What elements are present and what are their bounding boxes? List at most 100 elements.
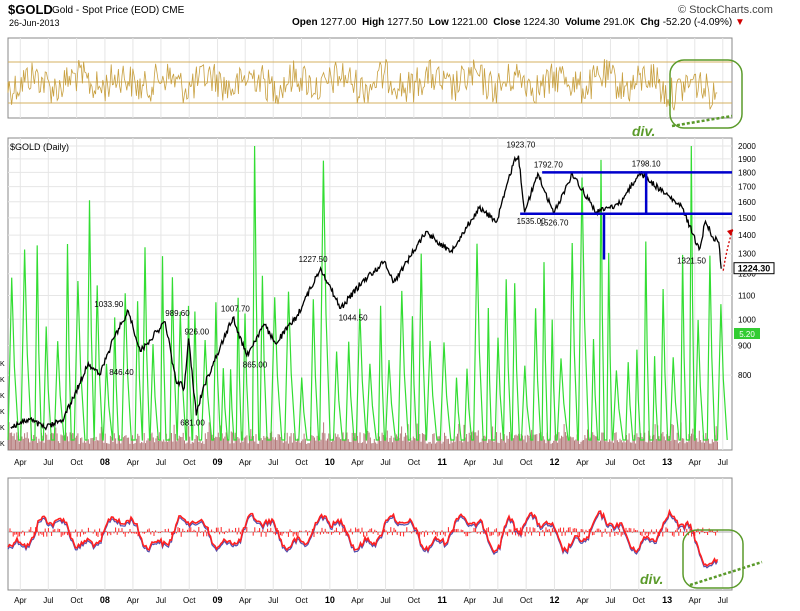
x-month-label: Apr xyxy=(464,596,477,605)
x-month-label: Apr xyxy=(351,596,364,605)
price-annotation: 1227.50 xyxy=(299,255,328,264)
x-year-label: 08 xyxy=(100,595,110,605)
x-month-label: Jul xyxy=(43,458,53,467)
ohlc-readout: Open 1277.00 High 1277.50 Low 1221.00 Cl… xyxy=(292,17,745,28)
y-tick-label: 1200 xyxy=(738,270,756,279)
volume-axis-mark: K xyxy=(0,377,5,384)
macd-panel-frame xyxy=(7,477,733,591)
divergence-trendline-bottom xyxy=(689,560,763,587)
volume-axis-mark: K xyxy=(0,425,5,432)
x-month-label: Apr xyxy=(464,458,477,467)
y-tick-label: 1700 xyxy=(738,183,756,192)
price-annotation: 1526.70 xyxy=(540,219,569,228)
x-month-label: Apr xyxy=(576,596,589,605)
stockcharts-brand[interactable]: © StockCharts.com xyxy=(678,4,773,16)
price-annotation: 1044.50 xyxy=(339,313,368,322)
price-annotation: 1535.00 xyxy=(517,217,546,226)
volume-axis-mark: K xyxy=(0,441,5,448)
x-month-label: Apr xyxy=(689,458,702,467)
x-year-label: 13 xyxy=(662,595,672,605)
divergence-label-bottom: div. xyxy=(640,571,663,587)
y-tick-label: 2000 xyxy=(738,142,756,151)
current-price-box xyxy=(733,262,775,275)
volume-axis-mark: K xyxy=(0,393,5,400)
y-tick-label: 1100 xyxy=(738,291,756,300)
x-month-label: Jul xyxy=(268,458,278,467)
x-month-label: Oct xyxy=(520,596,533,605)
x-month-label: Apr xyxy=(14,458,27,467)
x-month-label: Oct xyxy=(633,458,646,467)
x-month-label: Apr xyxy=(239,596,252,605)
y-tick-label: 1300 xyxy=(738,250,756,259)
x-year-label: 13 xyxy=(662,457,672,467)
volume-line xyxy=(7,145,728,441)
divergence-circle-top xyxy=(669,59,743,129)
x-year-label: 11 xyxy=(437,457,447,467)
y-tick-label: 900 xyxy=(738,342,752,351)
x-month-label: Apr xyxy=(576,458,589,467)
x-year-label: 12 xyxy=(549,457,559,467)
x-month-label: Apr xyxy=(127,596,140,605)
x-month-label: Oct xyxy=(183,458,196,467)
macd-signal-line xyxy=(7,511,719,569)
price-annotation: 1033.90 xyxy=(94,300,123,309)
x-month-label: Oct xyxy=(295,458,308,467)
price-line xyxy=(10,155,722,431)
price-annotation: 846.40 xyxy=(109,368,134,377)
x-month-label: Oct xyxy=(520,458,533,467)
y-tick-label: 1600 xyxy=(738,198,756,207)
price-annotation: 1321.50 xyxy=(677,257,706,266)
x-year-label: 09 xyxy=(213,595,223,605)
divergence-label-top: div. xyxy=(632,123,655,139)
price-annotation: 989.60 xyxy=(165,309,190,318)
x-month-label: Oct xyxy=(70,596,83,605)
x-month-label: Jul xyxy=(43,596,53,605)
price-annotation: 681.00 xyxy=(180,418,205,427)
chart-symbol: $GOLD xyxy=(8,2,53,17)
top-indicator-line xyxy=(7,59,718,111)
x-month-label: Jul xyxy=(380,596,390,605)
x-year-label: 08 xyxy=(100,457,110,467)
x-month-label: Apr xyxy=(14,596,27,605)
volume-value-label: 5.20 xyxy=(739,330,755,339)
x-month-label: Apr xyxy=(127,458,140,467)
x-month-label: Jul xyxy=(380,458,390,467)
x-month-label: Jul xyxy=(156,596,166,605)
price-annotation: 1792.70 xyxy=(534,160,563,169)
x-month-label: Jul xyxy=(718,458,728,467)
price-annotation: 865.00 xyxy=(243,361,268,370)
y-tick-label: 1500 xyxy=(738,214,756,223)
x-month-label: Jul xyxy=(493,596,503,605)
x-month-label: Jul xyxy=(605,458,615,467)
x-month-label: Oct xyxy=(633,596,646,605)
y-tick-label: 1900 xyxy=(738,155,756,164)
x-month-label: Jul xyxy=(268,596,278,605)
x-month-label: Apr xyxy=(239,458,252,467)
price-annotation: 1798.10 xyxy=(632,160,661,169)
top-indicator-panel-frame xyxy=(7,37,733,119)
x-year-label: 10 xyxy=(325,595,335,605)
price-annotation: 926.00 xyxy=(185,328,210,337)
x-year-label: 12 xyxy=(549,595,559,605)
x-month-label: Jul xyxy=(493,458,503,467)
x-year-label: 09 xyxy=(213,457,223,467)
x-month-label: Jul xyxy=(718,596,728,605)
current-price-label: 1224.30 xyxy=(738,264,771,274)
y-tick-label: 1000 xyxy=(738,315,756,324)
x-year-label: 11 xyxy=(437,595,447,605)
projection-arrow xyxy=(722,228,734,271)
volume-axis-mark: K xyxy=(0,409,5,416)
volume-value-box xyxy=(734,328,760,339)
projection-arrowhead xyxy=(727,229,733,236)
y-tick-label: 1400 xyxy=(738,231,756,240)
x-month-label: Oct xyxy=(408,596,421,605)
volume-axis-mark: K xyxy=(0,361,5,368)
x-month-label: Apr xyxy=(689,596,702,605)
chart-description: Gold - Spot Price (EOD) CME xyxy=(52,5,185,16)
y-tick-label: 1800 xyxy=(738,168,756,177)
macd-line xyxy=(7,508,719,567)
x-year-label: 10 xyxy=(325,457,335,467)
x-month-label: Oct xyxy=(70,458,83,467)
price-annotation: 1923.70 xyxy=(506,141,535,150)
